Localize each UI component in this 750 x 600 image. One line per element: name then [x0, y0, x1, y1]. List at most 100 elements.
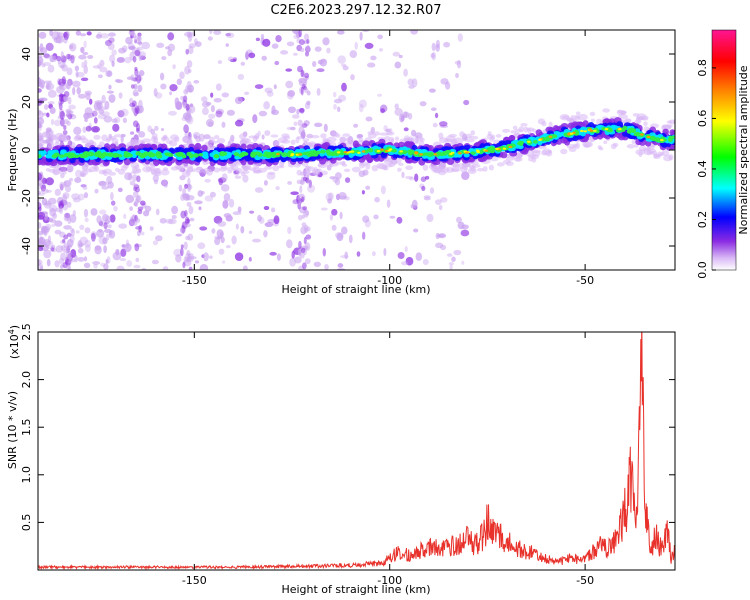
spectrogram-cell — [53, 119, 62, 127]
spectrogram-cell — [79, 33, 87, 37]
y-tick-label: 0.5 — [20, 514, 33, 532]
spectrogram-cell — [394, 157, 402, 164]
spectrogram-cell — [242, 265, 248, 270]
spectrogram-cell — [38, 202, 41, 208]
spectrogram-cell — [651, 151, 658, 156]
spectrogram-cell — [376, 162, 386, 169]
spectrogram-cell — [327, 198, 332, 204]
spectrogram-cell — [275, 141, 280, 146]
spectrogram-cell — [62, 32, 68, 38]
spectrogram-cell — [59, 85, 63, 90]
spectrogram-cell — [349, 50, 358, 59]
spectrogram-cell — [303, 120, 310, 126]
spectrogram-cell — [464, 138, 475, 143]
spectrogram-cell — [131, 45, 136, 54]
spectrogram-cell — [86, 31, 92, 36]
spectrogram-cell — [168, 110, 177, 116]
spectrogram-cell — [305, 234, 312, 240]
spectrogram-cell — [470, 130, 476, 136]
spectrogram-cell — [267, 171, 276, 175]
spectrogram-cell — [38, 110, 44, 120]
spectrogram-cell — [359, 31, 363, 41]
spectrogram-cell — [97, 113, 107, 120]
spectrogram-cell — [63, 37, 68, 44]
spectrogram-cell — [508, 145, 513, 149]
spectrogram-cell — [213, 167, 220, 173]
spectrogram-cell — [111, 138, 119, 145]
spectrogram-cell — [285, 68, 292, 72]
spectrogram-cell — [234, 175, 242, 179]
spectrogram-cell — [84, 244, 91, 253]
spectrogram-cell — [305, 166, 315, 172]
spectrogram-cell — [77, 146, 85, 153]
spectrogram-cell — [56, 136, 62, 141]
spectrogram-cell — [103, 245, 107, 254]
spectrogram-cell — [70, 227, 74, 234]
spectrogram-cell — [180, 247, 184, 257]
spectrogram-cell — [178, 166, 184, 173]
spectrogram-cell — [38, 54, 43, 59]
spectrogram-cell — [344, 251, 349, 260]
spectrogram-cell — [269, 251, 277, 256]
spectrogram-cell — [135, 127, 140, 133]
spectrogram-cell — [83, 40, 87, 49]
spectrogram-cell — [301, 83, 306, 89]
spectrogram-cell — [185, 223, 191, 228]
spectrogram-cell — [84, 107, 93, 116]
spectrogram-cell — [297, 214, 303, 221]
spectrogram-cell — [202, 168, 210, 174]
spectrogram-cell — [66, 120, 71, 126]
spectrogram-y-label: Frequency (Hz) — [6, 109, 19, 192]
spectrogram-cell — [299, 185, 303, 194]
spectrogram-cell — [139, 200, 146, 206]
spectrogram-cell — [496, 162, 505, 167]
spectrogram-cell — [295, 153, 300, 156]
spectrogram-cell — [252, 114, 258, 124]
spectrogram-cell — [185, 193, 191, 201]
spectrogram-cell — [132, 55, 137, 63]
spectrogram-cell — [124, 56, 132, 64]
spectrogram-cell — [495, 147, 499, 150]
spectrogram-cell — [171, 215, 177, 219]
spectrogram-cell — [162, 266, 169, 270]
spectrogram-cell — [63, 225, 72, 230]
spectrogram-cell — [227, 170, 233, 174]
spectrogram-cell — [93, 263, 98, 269]
spectrogram-cell — [187, 233, 194, 241]
spectrogram-cell — [213, 30, 222, 36]
spectrogram-cell — [489, 136, 495, 142]
spectrogram-cell — [161, 136, 167, 142]
spectrogram-cell — [287, 90, 296, 97]
spectrogram-cell — [169, 84, 178, 92]
spectrogram-cell — [405, 165, 414, 171]
spectrogram-cell — [38, 192, 45, 196]
spectrogram-cell — [94, 100, 103, 105]
spectrogram-cell — [316, 68, 325, 73]
spectrogram-cell — [194, 200, 203, 205]
spectrogram-cell — [118, 47, 127, 54]
spectrogram-cell — [38, 88, 42, 93]
spectrogram-cell — [310, 156, 317, 162]
spectrogram-cell — [205, 118, 215, 127]
spectrogram-cell — [124, 172, 133, 181]
spectrogram-cell — [291, 30, 300, 35]
spectrogram-cell — [303, 33, 310, 41]
spectrogram-cell — [270, 207, 276, 213]
spectrogram-cell — [568, 117, 574, 124]
spectrogram-cell — [78, 54, 87, 60]
spectrogram-cell — [325, 193, 333, 202]
spectrogram-cell — [636, 116, 644, 121]
spectrogram-cell — [317, 59, 324, 65]
spectrogram-cell — [179, 71, 185, 80]
spectrogram-cell — [488, 164, 495, 171]
spectrogram-cell — [84, 117, 88, 122]
spectrogram-cell — [120, 165, 128, 171]
spectrogram-cell — [531, 157, 537, 163]
spectrogram-cell — [593, 129, 597, 132]
spectrogram-cell — [428, 88, 436, 93]
spectrogram-y-ticks: 40 20 0 -20 -40 — [20, 47, 675, 255]
spectrogram-cell — [173, 248, 183, 257]
spectrogram-cell — [304, 224, 309, 234]
spectrogram-cell — [185, 103, 190, 111]
spectrogram-cell — [517, 153, 523, 158]
